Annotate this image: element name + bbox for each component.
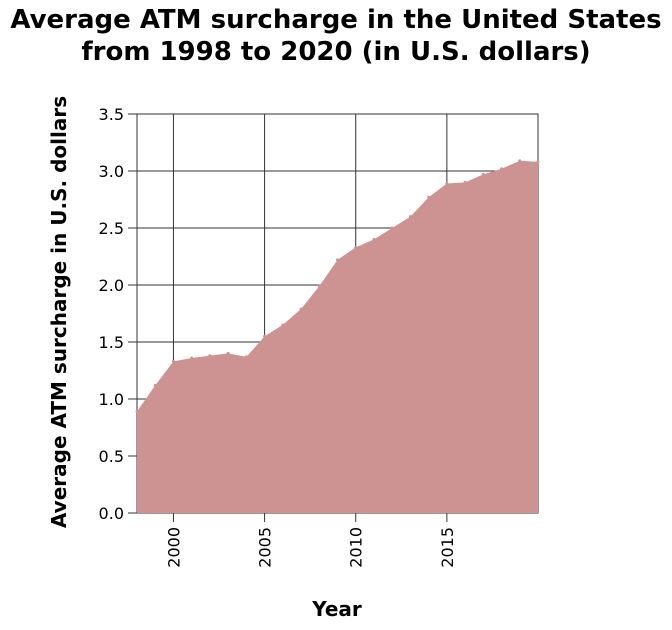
x-tick-label: 2010 [347,527,366,568]
y-tick-label: 2.0 [99,276,124,295]
chart-title-line-2: from 1998 to 2020 (in U.S. dollars) [81,37,591,67]
y-tick-label: 1.5 [99,333,124,352]
data-point [208,354,212,358]
data-point [481,172,485,176]
x-tick-label: 2005 [256,527,275,568]
data-point [336,258,339,262]
y-tick-label: 2.5 [99,219,124,238]
data-point [536,160,540,164]
data-point [263,334,267,338]
data-point [171,359,175,363]
y-tick-label: 3.5 [99,105,124,124]
data-point [445,182,449,186]
data-point [190,356,194,360]
data-point [518,159,522,163]
y-axis-title: Average ATM surcharge in U.S. dollars [47,96,71,528]
area-layer [135,159,540,514]
y-tick-label: 1.0 [99,390,124,409]
y-tick-label: 0.5 [99,447,124,466]
data-point [135,410,139,414]
data-point [317,284,321,288]
data-point [354,245,358,249]
data-point [372,237,376,241]
chart-title-line-1: Average ATM surcharge in the United Stat… [10,5,662,35]
y-axis-ticks: 0.0 0.5 1.0 1.5 2.0 2.5 3.0 3.5 [99,105,137,523]
area-series [137,160,538,514]
x-tick-label: 2000 [164,527,183,568]
data-point [299,307,303,311]
data-point [500,167,504,171]
data-point [226,351,230,355]
data-point [244,355,248,359]
data-point [153,383,157,387]
chart-title: Average ATM surcharge in the United Stat… [0,4,672,68]
data-point [408,215,412,219]
x-axis-ticks: 2000 2005 2010 2015 [164,513,457,568]
x-tick-label: 2015 [438,527,457,568]
x-axis-title: Year [311,597,362,621]
data-point [463,180,467,184]
data-point [281,323,285,327]
y-tick-label: 0.0 [99,504,124,523]
y-tick-label: 3.0 [99,162,124,181]
data-point [427,195,431,199]
data-point [390,226,394,230]
